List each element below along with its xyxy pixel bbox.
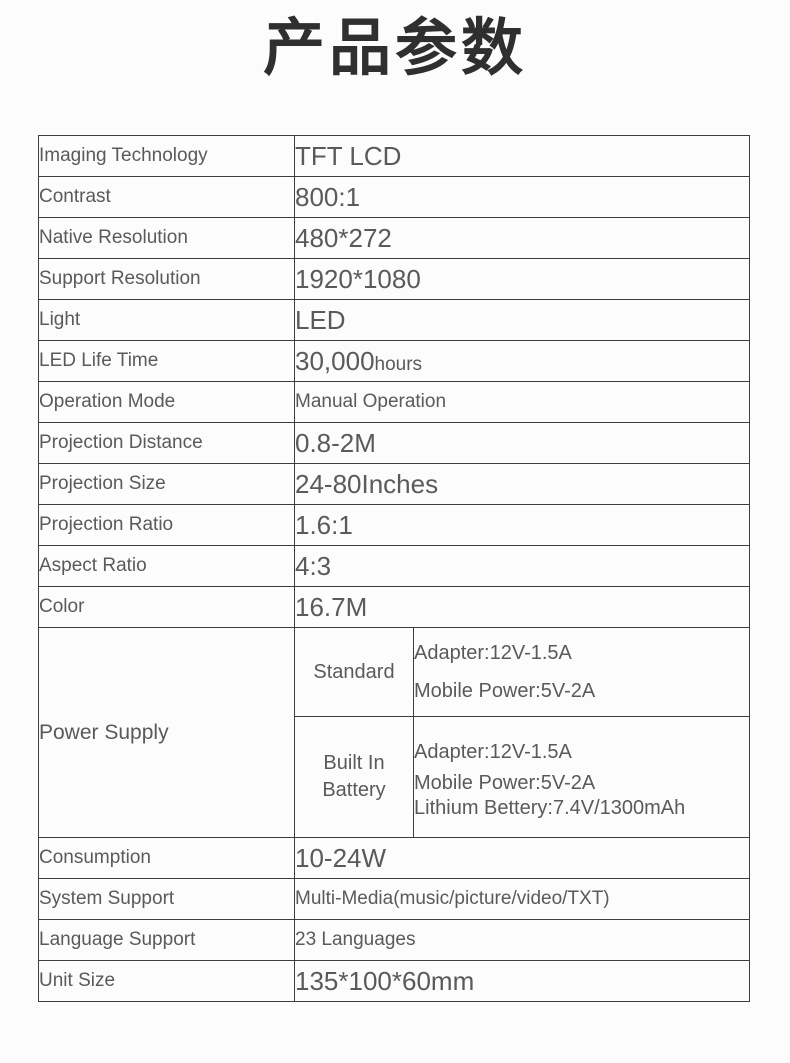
spec-value-number: 30,000 <box>295 345 375 376</box>
table-row: Consumption 10-24W <box>38 837 750 879</box>
table-row-power-supply: Power Supply Standard Adapter:12V-1.5A M… <box>38 627 750 838</box>
spec-value-unit: hours <box>374 353 423 375</box>
table-row: Projection Size 24-80Inches <box>38 463 750 505</box>
spec-value: 24-80Inches <box>294 463 750 505</box>
spec-table-body: Imaging Technology TFT LCD Contrast 800:… <box>38 135 750 1002</box>
spec-label: Language Support <box>38 919 295 961</box>
spec-value: 480*272 <box>294 217 750 259</box>
spec-label: Native Resolution <box>38 217 295 259</box>
power-supply-table: Standard Adapter:12V-1.5A Mobile Power:5… <box>295 628 749 837</box>
spec-value: 16.7M <box>294 586 750 628</box>
spec-value: 4:3 <box>294 545 750 587</box>
spec-value: 23 Languages <box>294 919 750 961</box>
spec-label: Contrast <box>38 176 295 218</box>
spec-value: 1920*1080 <box>294 258 750 300</box>
power-supply-kind: Standard <box>295 628 414 717</box>
table-row: Light LED <box>38 299 750 341</box>
spec-label: Consumption <box>38 837 295 879</box>
spec-label: Aspect Ratio <box>38 545 295 587</box>
spec-value: 0.8-2M <box>294 422 750 464</box>
spec-label-power-supply: Power Supply <box>38 627 295 838</box>
specifications-table: Imaging Technology TFT LCD Contrast 800:… <box>38 135 750 1002</box>
spec-value: 30,000hours <box>294 340 750 382</box>
spec-label: Projection Size <box>38 463 295 505</box>
power-supply-line: Adapter:12V-1.5A <box>414 642 572 664</box>
table-row: Operation Mode Manual Operation <box>38 381 750 423</box>
spec-label: Projection Distance <box>38 422 295 464</box>
table-row: System Support Multi-Media(music/picture… <box>38 878 750 920</box>
power-supply-kind-line: Battery <box>322 779 386 801</box>
page-title: 产品参数 <box>262 14 527 83</box>
power-supply-line: Mobile Power:5V-2A <box>414 680 596 702</box>
spec-value: Manual Operation <box>294 381 750 423</box>
table-row: Color 16.7M <box>38 586 750 628</box>
power-supply-row-standard: Standard Adapter:12V-1.5A Mobile Power:5… <box>295 628 749 717</box>
table-row: Support Resolution 1920*1080 <box>38 258 750 300</box>
table-row: Imaging Technology TFT LCD <box>38 135 750 177</box>
spec-label: System Support <box>38 878 295 920</box>
power-supply-detail-cell: Standard Adapter:12V-1.5A Mobile Power:5… <box>294 627 750 838</box>
table-row: Aspect Ratio 4:3 <box>38 545 750 587</box>
power-supply-kind-line: Built In <box>323 752 385 774</box>
power-supply-line: Mobile Power:5V-2A <box>414 772 596 794</box>
spec-label: Support Resolution <box>38 258 295 300</box>
table-row: LED Life Time 30,000hours <box>38 340 750 382</box>
power-supply-lines: Adapter:12V-1.5A Mobile Power:5V-2A Lith… <box>414 717 750 838</box>
spec-value: 1.6:1 <box>294 504 750 546</box>
spec-label: LED Life Time <box>38 340 295 382</box>
spec-label: Color <box>38 586 295 628</box>
spec-value: 10-24W <box>294 837 750 879</box>
spec-value: Multi-Media(music/picture/video/TXT) <box>294 878 750 920</box>
table-row: Language Support 23 Languages <box>38 919 750 961</box>
power-supply-line: Lithium Bettery:7.4V/1300mAh <box>414 797 686 819</box>
table-row: Native Resolution 480*272 <box>38 217 750 259</box>
spec-label: Projection Ratio <box>38 504 295 546</box>
spec-label: Imaging Technology <box>38 135 295 177</box>
spec-value: LED <box>294 299 750 341</box>
spec-value: 135*100*60mm <box>294 960 750 1002</box>
power-supply-kind: Built In Battery <box>295 716 414 837</box>
table-row: Projection Distance 0.8-2M <box>38 422 750 464</box>
power-supply-row-battery: Built In Battery Adapter:12V-1.5A Mobile… <box>295 716 750 838</box>
spec-value: TFT LCD <box>294 135 750 177</box>
table-row: Contrast 800:1 <box>38 176 750 218</box>
spec-label: Operation Mode <box>38 381 295 423</box>
table-row: Unit Size 135*100*60mm <box>38 960 750 1002</box>
spec-label: Light <box>38 299 295 341</box>
power-supply-lines: Adapter:12V-1.5A Mobile Power:5V-2A <box>413 628 749 717</box>
spec-label: Unit Size <box>38 960 295 1002</box>
table-row: Projection Ratio 1.6:1 <box>38 504 750 546</box>
spec-value: 800:1 <box>294 176 750 218</box>
power-supply-line: Adapter:12V-1.5A <box>414 741 572 763</box>
